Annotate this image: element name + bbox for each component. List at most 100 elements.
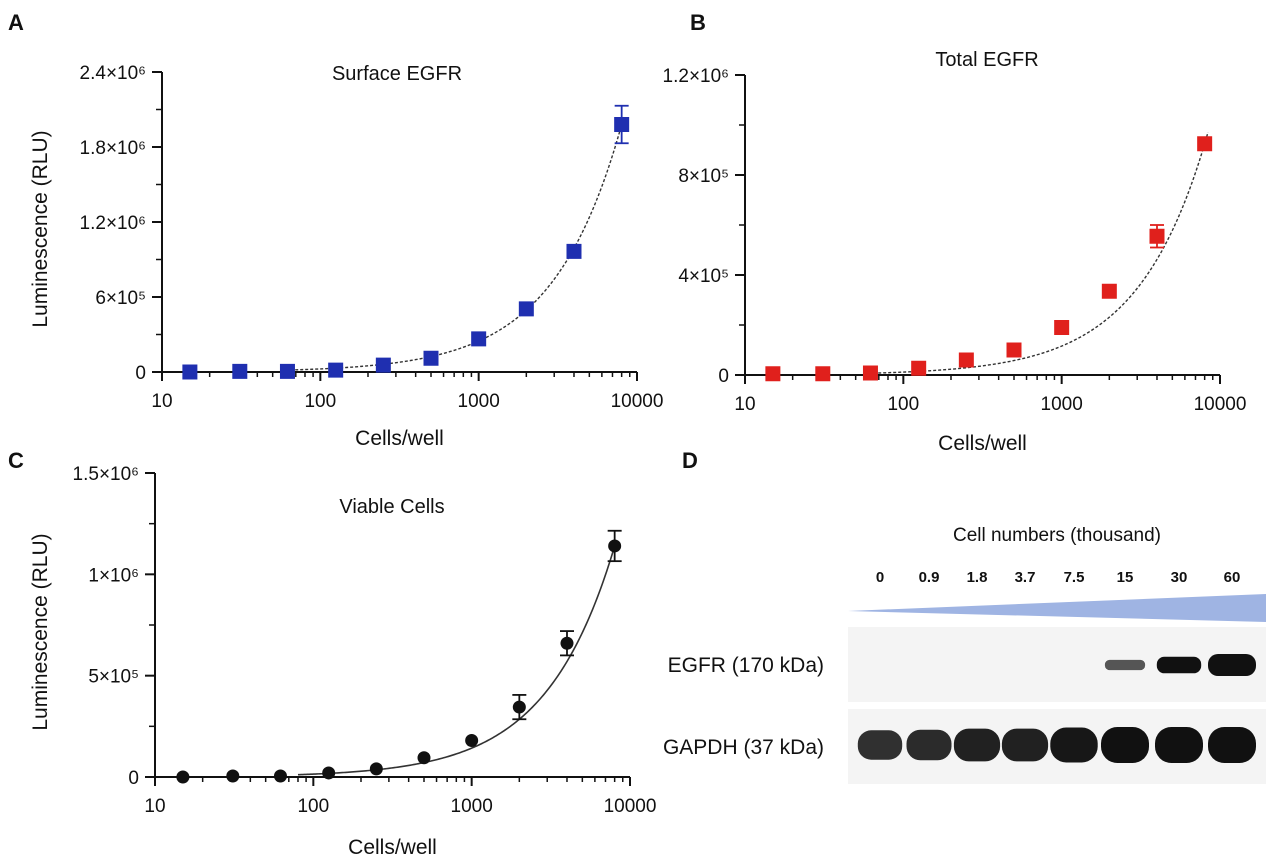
fit-curve (297, 545, 616, 776)
data-point (1197, 136, 1213, 152)
x-tick-label: 10 (144, 796, 165, 817)
data-point (1149, 228, 1165, 244)
data-point (417, 751, 431, 765)
fit-curve (285, 115, 625, 371)
wb-band (953, 728, 1001, 762)
data-point (862, 365, 878, 381)
data-point (471, 331, 487, 347)
data-point (566, 243, 582, 259)
wb-band (857, 730, 903, 760)
wb-lane-label: 60 (1224, 569, 1241, 586)
chart-total-egfr: 10 100 1000 10000 0 4×10⁵ 8×10⁵ 1.2×10⁶ Total EG… (663, 49, 1247, 455)
data-point (279, 363, 295, 379)
x-tick-label: 1000 (451, 796, 493, 817)
x-tick-label: 1000 (458, 391, 500, 412)
fit-curve (868, 131, 1209, 374)
wb-membrane-egfr (848, 627, 1266, 702)
data-point (608, 539, 622, 553)
y-tick-label: 6×10⁵ (95, 288, 146, 309)
x-tick-label: 10000 (611, 391, 664, 412)
y-tick-label: 8×10⁵ (678, 166, 729, 187)
y-tick-label: 5×10⁵ (88, 667, 139, 688)
western-blot-panel: Cell numbers (thousand) 0 0.9 1.8 3.7 7.5 15 3… (663, 525, 1266, 784)
y-tick-label: 0 (128, 768, 139, 789)
wb-row-label-egfr: EGFR (170 kDa) (668, 654, 824, 677)
x-tick-label: 10 (734, 394, 755, 415)
y-tick-label: 1.5×10⁶ (73, 464, 139, 485)
wb-lane-label: 7.5 (1064, 569, 1085, 586)
chart-title: Total EGFR (935, 49, 1038, 71)
y-tick-label: 1.2×10⁶ (663, 66, 729, 87)
wb-band (906, 729, 952, 761)
data-point (322, 766, 336, 780)
data-point (958, 352, 974, 368)
panel-letter-b: B (690, 10, 706, 35)
x-axis-label: Cells/well (355, 427, 444, 450)
data-point (226, 769, 240, 783)
y-tick-label: 4×10⁵ (678, 266, 729, 287)
x-tick-label: 1000 (1041, 394, 1083, 415)
data-point (423, 350, 439, 366)
wb-lane-label: 15 (1117, 569, 1134, 586)
y-tick-label: 1×10⁶ (88, 565, 139, 586)
panel-letter-a: A (8, 10, 24, 35)
wb-band (1155, 727, 1203, 763)
data-point (815, 366, 831, 382)
data-point (1101, 283, 1117, 299)
data-point (560, 636, 574, 650)
data-point (328, 362, 344, 378)
data-point (765, 366, 781, 382)
y-axis-label: Luminescence (RLU) (29, 533, 52, 730)
y-tick-label: 2.4×10⁶ (80, 63, 146, 84)
x-axis-label: Cells/well (938, 432, 1027, 455)
wb-band (1208, 654, 1256, 676)
wb-header: Cell numbers (thousand) (953, 525, 1161, 546)
data-point (1006, 342, 1022, 358)
data-point (273, 769, 287, 783)
x-tick-label: 100 (887, 394, 919, 415)
y-tick-label: 1.8×10⁶ (80, 138, 146, 159)
wb-band (1156, 656, 1202, 674)
wb-band (1104, 659, 1146, 671)
y-tick-label: 0 (135, 363, 146, 384)
wb-lane-label: 0 (876, 569, 884, 586)
data-point (518, 301, 534, 317)
wb-lane-label: 30 (1171, 569, 1188, 586)
wb-lane-label: 1.8 (967, 569, 988, 586)
chart-title: Viable Cells (339, 496, 444, 518)
x-tick-label: 10000 (1194, 394, 1247, 415)
panel-letter-c: C (8, 448, 24, 473)
wb-lane-label: 0.9 (919, 569, 940, 586)
y-tick-label: 0 (718, 366, 729, 387)
x-axis-label: Cells/well (348, 836, 437, 859)
wb-band (1001, 728, 1049, 762)
y-axis-label: Luminescence (RLU) (29, 130, 52, 327)
wb-gradient-wedge (848, 594, 1266, 622)
x-tick-label: 100 (304, 391, 336, 412)
data-point (232, 363, 248, 379)
data-point (911, 360, 927, 376)
wb-band (1208, 727, 1256, 763)
panel-letter-d: D (682, 448, 698, 473)
data-point (512, 700, 526, 714)
data-point (465, 734, 479, 748)
data-point (182, 364, 198, 380)
data-point (614, 117, 630, 132)
wb-row-label-gapdh: GAPDH (37 kDa) (663, 736, 824, 759)
data-point (369, 762, 383, 776)
x-tick-label: 100 (297, 796, 329, 817)
x-tick-label: 10000 (604, 796, 657, 817)
wb-band (1050, 727, 1098, 763)
x-tick-label: 10 (151, 391, 172, 412)
wb-lane-label: 3.7 (1015, 569, 1036, 586)
data-point (375, 357, 391, 373)
data-point (1054, 320, 1070, 335)
wb-band (1101, 727, 1149, 763)
chart-title: Surface EGFR (332, 63, 462, 85)
wb-bands (857, 654, 1256, 763)
chart-viable-cells: 10 100 1000 10000 0 5×10⁵ 1×10⁶ 1.5×10⁶ Viable C… (29, 464, 656, 859)
data-point (176, 770, 190, 784)
wb-lane-labels: 0 0.9 1.8 3.7 7.5 15 30 60 (876, 569, 1241, 586)
y-tick-label: 1.2×10⁶ (80, 213, 146, 234)
